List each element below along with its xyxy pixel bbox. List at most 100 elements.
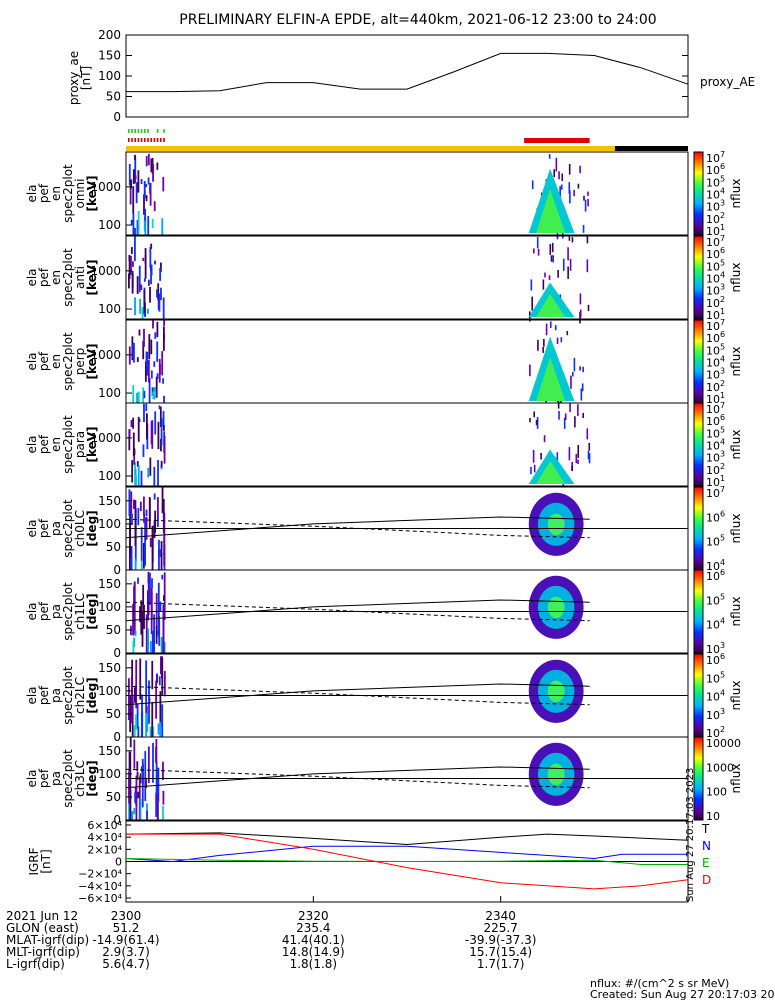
colorbar-tick-exp: 5 [720,534,725,543]
panel-tick-label: 150 [98,661,121,675]
data-streak [163,320,166,326]
data-streak [154,332,157,339]
data-streak [160,636,163,653]
colorbar-label: nflux [729,514,743,544]
data-streak [158,549,161,558]
data-streak [557,395,560,409]
panel-ylabel-line: en [49,437,63,452]
data-streak [132,186,135,215]
colorbar-tick-label: 105 [706,534,725,549]
panel-ylabel-line: omni [73,179,87,209]
panel-frame [125,319,689,404]
panel-ylabel-line: pa [49,604,63,619]
data-streak [160,418,163,446]
ae-frame [125,34,689,118]
panel-tick-label: 150 [98,494,121,508]
data-streak [151,578,153,589]
panel-anti: elapefenspec2plotanti[keV]10001001071061… [25,234,743,324]
data-streak [155,792,158,817]
colorbar-tick-label: 105 [706,670,725,685]
data-streak [587,198,589,207]
data-streak [131,460,134,483]
panel-frame [125,569,689,654]
data-streak [556,452,559,465]
data-streak [129,504,131,558]
data-streak [148,697,151,702]
data-streak [588,442,591,451]
loss-cone-line [125,766,590,789]
colorbar-tick-label: 106 [706,652,725,667]
data-streak [157,582,160,638]
flag-red-tick [131,138,133,142]
data-streak [143,604,145,629]
footer-row-label: MLT-igrf(dip) [6,945,80,959]
data-streak [144,751,147,801]
panel-tick-label: 1000 [90,180,121,194]
data-streak [137,170,140,193]
data-streak [569,403,571,413]
data-streak [157,421,160,450]
colorbar [693,569,704,654]
data-streak [568,182,571,194]
data-streak [158,539,160,570]
data-streak [150,370,153,379]
data-streak [143,328,145,347]
data-streak [157,723,160,735]
ae-tick-label: 50 [106,90,121,104]
panel-tick-label: 100 [98,767,121,781]
panel-ylabel-line: spec2plot [61,248,75,307]
flag-red-tick [144,138,146,142]
panel-tick-label: 0 [113,730,121,744]
ae-legend: proxy_AE [700,75,755,89]
data-streak [163,395,165,403]
data-streak [573,189,575,197]
data-streak [145,183,148,188]
panel-frame [125,151,689,236]
data-streak [588,453,591,464]
data-streak [152,164,154,182]
data-streak [582,412,584,419]
data-streak [161,704,164,737]
data-streak [537,339,539,351]
flag-green-tick [134,129,136,133]
flag-red-tick [147,138,149,142]
colorbar [693,653,704,738]
data-streak [560,184,563,190]
data-streak [136,276,139,294]
data-streak [149,572,151,605]
colorbar-tick-label: 104 [706,689,725,704]
data-streak [148,377,151,403]
data-streak [139,658,142,700]
data-streak [141,610,144,647]
footer-row-value: 2320 [298,909,329,923]
data-streak [568,447,571,461]
flag-green-tick [131,129,133,133]
flag-red-tick [150,138,152,142]
panel-tick-label: 0 [113,646,121,660]
footer-row-value: 2300 [111,909,142,923]
colorbar-tick-exp: 7 [720,318,725,327]
footer-row-label: GLON (east) [6,921,79,935]
data-streak [540,452,542,460]
colorbar-tick-exp: 2 [720,211,725,220]
panel-ylabel-line: ela [25,435,39,453]
igrf-tick-label: 6×10⁴ [87,819,122,832]
panel-tick-label: 1000 [90,431,121,445]
data-streak [138,776,141,820]
panel-ylabel-line: ela [25,769,39,787]
data-streak [587,191,589,196]
data-streak [136,761,139,772]
panel-ylabel-line: spec2plot [61,666,75,725]
data-streak [133,499,135,509]
data-streak [137,791,140,799]
flag-red-tick [156,138,159,142]
ae-line [126,52,689,93]
data-streak [543,338,545,347]
data-streak [161,657,164,695]
data-streak [156,497,159,520]
data-streak [142,387,145,403]
data-streak [552,255,554,263]
footer-table: 2021 Jun 12 2300 2320 2340 GLON (east) 51.2 23… [6,909,536,971]
